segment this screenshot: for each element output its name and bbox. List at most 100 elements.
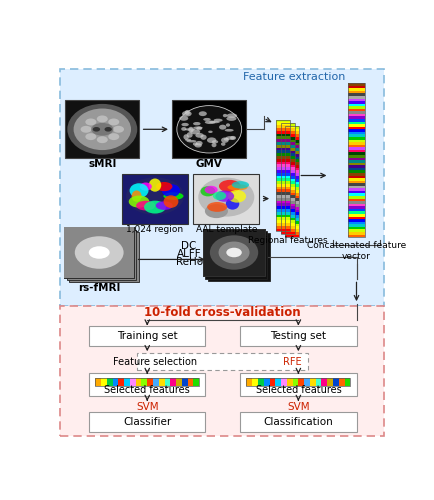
Ellipse shape [196,126,202,130]
Bar [348,216,365,219]
Bar [137,354,308,370]
Bar [205,231,267,278]
Ellipse shape [184,128,195,130]
Bar [285,154,299,156]
Ellipse shape [207,202,227,212]
Bar [285,160,299,162]
Bar [348,191,365,194]
Ellipse shape [184,134,189,140]
Bar [280,145,295,148]
Bar [280,123,295,126]
Bar [113,378,118,386]
Text: SVM: SVM [136,402,158,411]
Ellipse shape [221,138,229,143]
Bar [348,130,365,132]
Ellipse shape [226,124,230,127]
Bar [348,132,365,134]
Bar [280,215,295,218]
Bar [124,378,130,386]
Bar [276,184,290,186]
Bar [348,188,365,191]
Text: Feature extraction: Feature extraction [243,72,346,82]
Bar [348,83,365,237]
Ellipse shape [164,196,178,208]
Ellipse shape [193,122,201,126]
Bar [194,174,259,224]
Bar [285,126,299,238]
Bar [276,209,290,212]
Bar [276,156,290,159]
Bar [348,86,365,88]
Bar [203,228,265,276]
Bar [285,234,299,238]
Bar [285,170,299,173]
Bar [339,378,345,386]
Bar [276,126,290,128]
Text: RFE: RFE [283,357,302,367]
Ellipse shape [210,236,258,270]
Bar [348,219,365,222]
Ellipse shape [201,186,215,196]
Bar [276,214,290,218]
Bar [270,378,275,386]
Bar [280,168,295,170]
Bar [247,378,252,386]
Text: Feature selection: Feature selection [113,357,197,367]
Bar [280,192,295,196]
Ellipse shape [144,200,166,213]
Ellipse shape [93,127,100,132]
Bar [280,198,295,201]
Bar [285,210,299,212]
Ellipse shape [212,140,218,143]
Ellipse shape [164,192,184,200]
Ellipse shape [196,141,203,146]
Bar [285,134,299,137]
Ellipse shape [193,142,198,146]
Text: 1,024 region: 1,024 region [126,226,184,234]
Text: SVM: SVM [287,402,310,411]
Bar [348,204,365,206]
Bar [203,228,265,276]
Bar [285,132,299,134]
Ellipse shape [108,118,119,126]
Bar [287,378,293,386]
Bar [348,212,365,214]
Bar [107,378,113,386]
Bar [348,114,365,116]
Bar [348,160,365,162]
Bar [280,131,295,134]
Text: Regional features: Regional features [248,236,327,245]
Bar [285,137,299,140]
Bar [276,206,290,209]
Bar [348,126,365,130]
Bar [285,148,299,151]
Bar [285,140,299,142]
Ellipse shape [228,190,246,202]
Bar [69,232,139,282]
Bar [348,234,365,237]
Bar [348,227,365,230]
Bar [348,224,365,227]
Bar [348,176,365,178]
Bar [285,226,299,229]
Ellipse shape [223,114,227,117]
Bar [280,190,295,192]
Bar [276,164,290,167]
Bar [276,153,290,156]
Bar [280,223,295,226]
Bar [348,150,365,152]
Ellipse shape [156,182,172,191]
Bar [348,198,365,201]
Bar [348,183,365,186]
Ellipse shape [226,248,242,258]
Bar [280,201,295,203]
Bar [348,142,365,144]
Bar [276,172,290,176]
Bar [280,206,295,210]
Bar [276,145,290,148]
Bar [293,378,299,386]
Ellipse shape [198,178,254,216]
Bar [276,178,290,181]
Ellipse shape [187,132,193,138]
Bar [276,181,290,184]
